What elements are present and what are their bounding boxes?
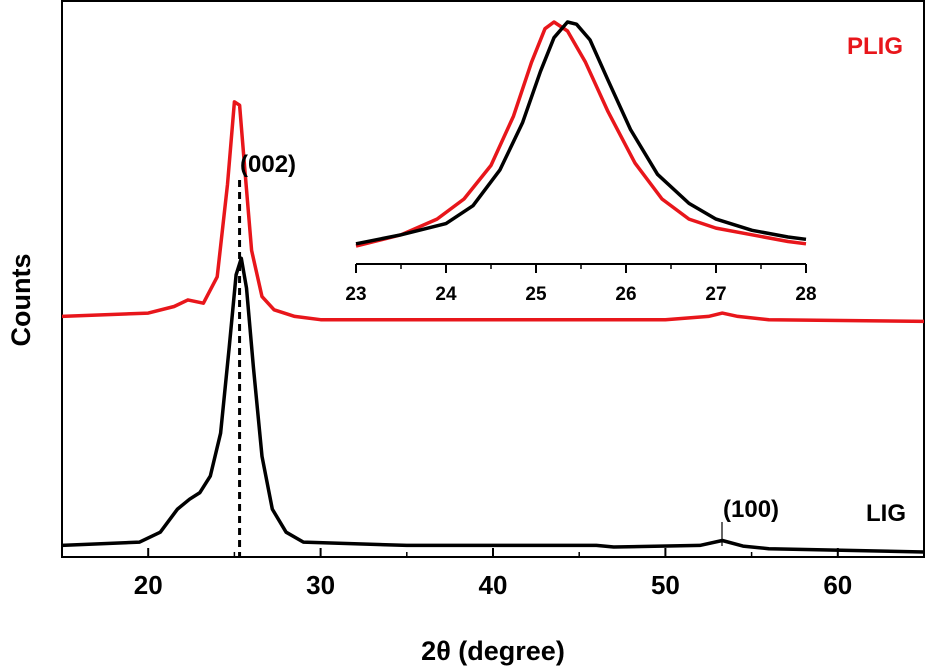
inset-x-tick-label: 23: [345, 284, 366, 305]
main-x-tick-label: 50: [651, 570, 680, 600]
peak-002-label: (002): [240, 151, 296, 178]
main-x-tick-label: 40: [479, 570, 508, 600]
inset-x-tick-label: 27: [705, 284, 726, 305]
inset-series-group: [355, 20, 807, 248]
main-plot-frame: [61, 0, 925, 558]
main-series-group: [61, 100, 925, 554]
main-x-tick-label: 60: [823, 570, 852, 600]
inset-x-tick-label: 25: [525, 284, 547, 305]
inset-x-axis: 23 24 25 26 27 28: [345, 264, 817, 305]
inset-series-line-lig: [355, 20, 807, 246]
series-line-lig: [61, 256, 925, 554]
main-x-tick-label: 30: [306, 570, 335, 600]
series-label-lig: LIG: [866, 500, 906, 527]
inset-x-tick-label: 26: [615, 284, 636, 305]
series-line-plig: [61, 100, 925, 324]
inset-series-line-plig: [355, 20, 807, 248]
inset-x-tick-label: 28: [795, 284, 816, 305]
peak-100-label: (100): [723, 496, 779, 523]
inset-x-tick-label: 24: [435, 284, 457, 305]
inset-plot: 23 24 25 26 27 28: [345, 20, 817, 305]
y-axis-title: Counts: [6, 254, 36, 347]
x-axis-title: 2θ (degree): [421, 636, 565, 666]
series-label-plig: PLIG: [847, 33, 903, 60]
main-x-axis: 20 30 40 50 60: [61, 548, 852, 600]
main-x-tick-label: 20: [134, 570, 163, 600]
